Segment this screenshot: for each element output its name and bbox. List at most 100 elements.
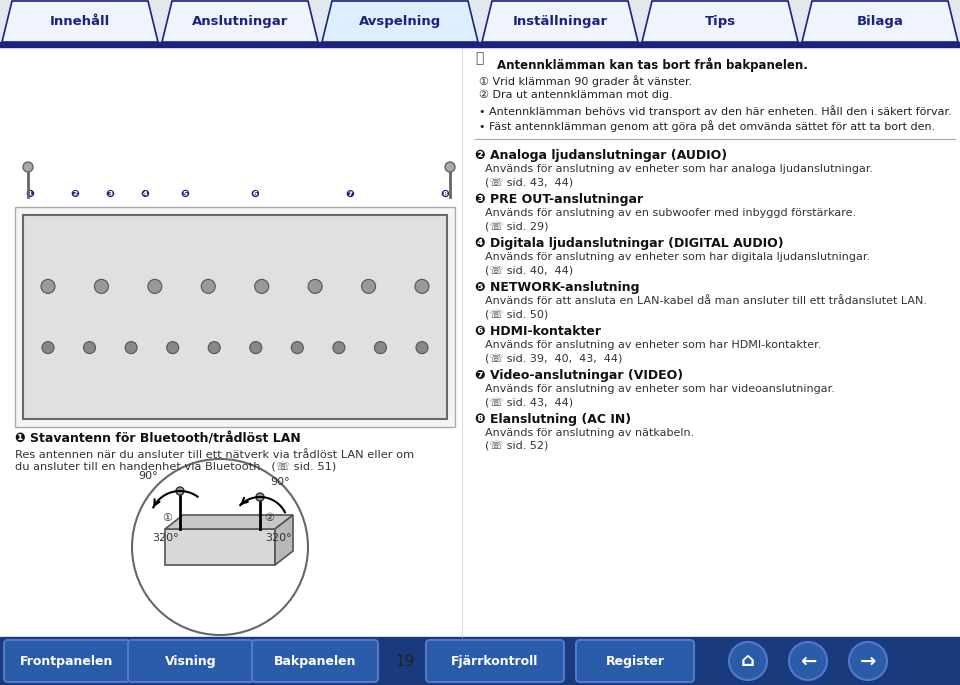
Text: ⌂: ⌂ (741, 651, 755, 671)
Bar (165, 529, 275, 565)
Circle shape (254, 279, 269, 293)
Text: →: → (860, 651, 876, 671)
Text: (☏ sid. 52): (☏ sid. 52) (485, 441, 548, 451)
Circle shape (41, 279, 55, 293)
Circle shape (789, 642, 827, 680)
Text: Fjärrkontroll: Fjärrkontroll (451, 654, 539, 667)
Text: ❻: ❻ (251, 189, 259, 199)
Text: ❻ HDMI-kontakter: ❻ HDMI-kontakter (475, 325, 601, 338)
Polygon shape (2, 1, 158, 42)
Text: ②: ② (264, 513, 274, 523)
Text: (☏ sid. 39,  40,  43,  44): (☏ sid. 39, 40, 43, 44) (485, 353, 622, 363)
Text: (☏ sid. 50): (☏ sid. 50) (485, 309, 548, 319)
Circle shape (415, 279, 429, 293)
Text: ❺ NETWORK-anslutning: ❺ NETWORK-anslutning (475, 281, 639, 294)
Text: ❶ Stavantenn för Bluetooth/trådlöst LAN: ❶ Stavantenn för Bluetooth/trådlöst LAN (15, 432, 300, 445)
Text: Bakpanelen: Bakpanelen (274, 654, 356, 667)
Text: ② Dra ut antennklämman mot dig.: ② Dra ut antennklämman mot dig. (479, 90, 673, 101)
Text: 320°: 320° (265, 533, 292, 543)
Circle shape (176, 487, 184, 495)
Text: ❽: ❽ (441, 189, 449, 199)
Text: Res antennen när du ansluter till ett nätverk via trådlöst LAN eller om
du anslu: Res antennen när du ansluter till ett nä… (15, 450, 414, 471)
Polygon shape (802, 1, 958, 42)
Text: Används för anslutning av enheter som har digitala ljudanslutningar.: Används för anslutning av enheter som ha… (485, 252, 870, 262)
Text: Tips: Tips (705, 14, 735, 27)
Text: ① Vrid klämman 90 grader åt vänster.: ① Vrid klämman 90 grader åt vänster. (479, 75, 692, 87)
Polygon shape (165, 515, 293, 529)
Text: ❼ Video-anslutningar (VIDEO): ❼ Video-anslutningar (VIDEO) (475, 369, 684, 382)
Polygon shape (162, 1, 318, 42)
Circle shape (445, 162, 455, 172)
Text: (☏ sid. 43,  44): (☏ sid. 43, 44) (485, 397, 573, 407)
Circle shape (362, 279, 375, 293)
Circle shape (84, 342, 96, 353)
Text: (☏ sid. 29): (☏ sid. 29) (485, 221, 548, 231)
Text: ❷ Analoga ljudanslutningar (AUDIO): ❷ Analoga ljudanslutningar (AUDIO) (475, 149, 727, 162)
Polygon shape (322, 1, 478, 42)
Text: ❶: ❶ (26, 189, 35, 199)
Bar (15, 207, 455, 427)
Circle shape (374, 342, 387, 353)
Circle shape (148, 279, 162, 293)
FancyBboxPatch shape (426, 640, 564, 682)
Circle shape (729, 642, 767, 680)
Text: ❼: ❼ (346, 189, 354, 199)
Text: Används för anslutning av nätkabeln.: Används för anslutning av nätkabeln. (485, 428, 694, 438)
Text: • Antennklämman behövs vid transport av den här enheten. Håll den i säkert förva: • Antennklämman behövs vid transport av … (479, 105, 951, 117)
Text: ①: ① (162, 513, 172, 523)
Text: Används för anslutning av enheter som har analoga ljudanslutningar.: Används för anslutning av enheter som ha… (485, 164, 874, 174)
Circle shape (416, 342, 428, 353)
Circle shape (167, 342, 179, 353)
Text: 🔧: 🔧 (475, 51, 484, 65)
Text: Avspelning: Avspelning (359, 14, 442, 27)
Text: (☏ sid. 40,  44): (☏ sid. 40, 44) (485, 265, 573, 275)
Text: Anslutningar: Anslutningar (192, 14, 288, 27)
Circle shape (208, 342, 220, 353)
Text: 90°: 90° (138, 471, 157, 481)
FancyBboxPatch shape (576, 640, 694, 682)
Text: Register: Register (606, 654, 664, 667)
Text: (☏ sid. 43,  44): (☏ sid. 43, 44) (485, 177, 573, 187)
Text: Antennklämman kan tas bort från bakpanelen.: Antennklämman kan tas bort från bakpanel… (497, 57, 808, 71)
Polygon shape (642, 1, 798, 42)
Text: Används för att ansluta en LAN-kabel då man ansluter till ett trådanslutet LAN.: Används för att ansluta en LAN-kabel då … (485, 296, 927, 306)
Text: 320°: 320° (152, 533, 179, 543)
Circle shape (308, 279, 323, 293)
Text: ❹ Digitala ljudanslutningar (DIGITAL AUDIO): ❹ Digitala ljudanslutningar (DIGITAL AUD… (475, 237, 783, 250)
Text: Visning: Visning (165, 654, 217, 667)
Text: ❽ Elanslutning (AC IN): ❽ Elanslutning (AC IN) (475, 413, 631, 426)
Text: Används för anslutning av enheter som har videoanslutningar.: Används för anslutning av enheter som ha… (485, 384, 835, 394)
Text: 19: 19 (396, 653, 415, 669)
Circle shape (333, 342, 345, 353)
Circle shape (849, 642, 887, 680)
Circle shape (94, 279, 108, 293)
Text: ←: ← (800, 651, 816, 671)
Bar (23, 215, 447, 419)
Text: ❸: ❸ (106, 189, 114, 199)
FancyBboxPatch shape (4, 640, 130, 682)
Circle shape (250, 342, 262, 353)
Text: Används för anslutning av enheter som har HDMI-kontakter.: Används för anslutning av enheter som ha… (485, 340, 822, 350)
Circle shape (202, 279, 215, 293)
Text: • Fäst antennklämman genom att göra på det omvända sättet för att ta bort den.: • Fäst antennklämman genom att göra på d… (479, 120, 935, 132)
Circle shape (42, 342, 54, 353)
Polygon shape (275, 515, 293, 565)
FancyBboxPatch shape (252, 640, 378, 682)
Bar (0, 0, 960, 42)
Text: ❹: ❹ (140, 189, 150, 199)
Text: Inställningar: Inställningar (513, 14, 608, 27)
Text: Innehåll: Innehåll (50, 14, 110, 27)
Text: ❷: ❷ (71, 189, 80, 199)
FancyBboxPatch shape (128, 640, 254, 682)
Bar (0, 42, 960, 47)
Text: ❺: ❺ (180, 189, 189, 199)
Text: Används för anslutning av en subwoofer med inbyggd förstärkare.: Används för anslutning av en subwoofer m… (485, 208, 856, 218)
Polygon shape (482, 1, 638, 42)
Circle shape (132, 459, 308, 635)
Text: Frontpanelen: Frontpanelen (20, 654, 113, 667)
Circle shape (125, 342, 137, 353)
Text: 90°: 90° (270, 477, 290, 487)
Text: ❸ PRE OUT-anslutningar: ❸ PRE OUT-anslutningar (475, 193, 643, 206)
Circle shape (291, 342, 303, 353)
Text: Bilaga: Bilaga (856, 14, 903, 27)
